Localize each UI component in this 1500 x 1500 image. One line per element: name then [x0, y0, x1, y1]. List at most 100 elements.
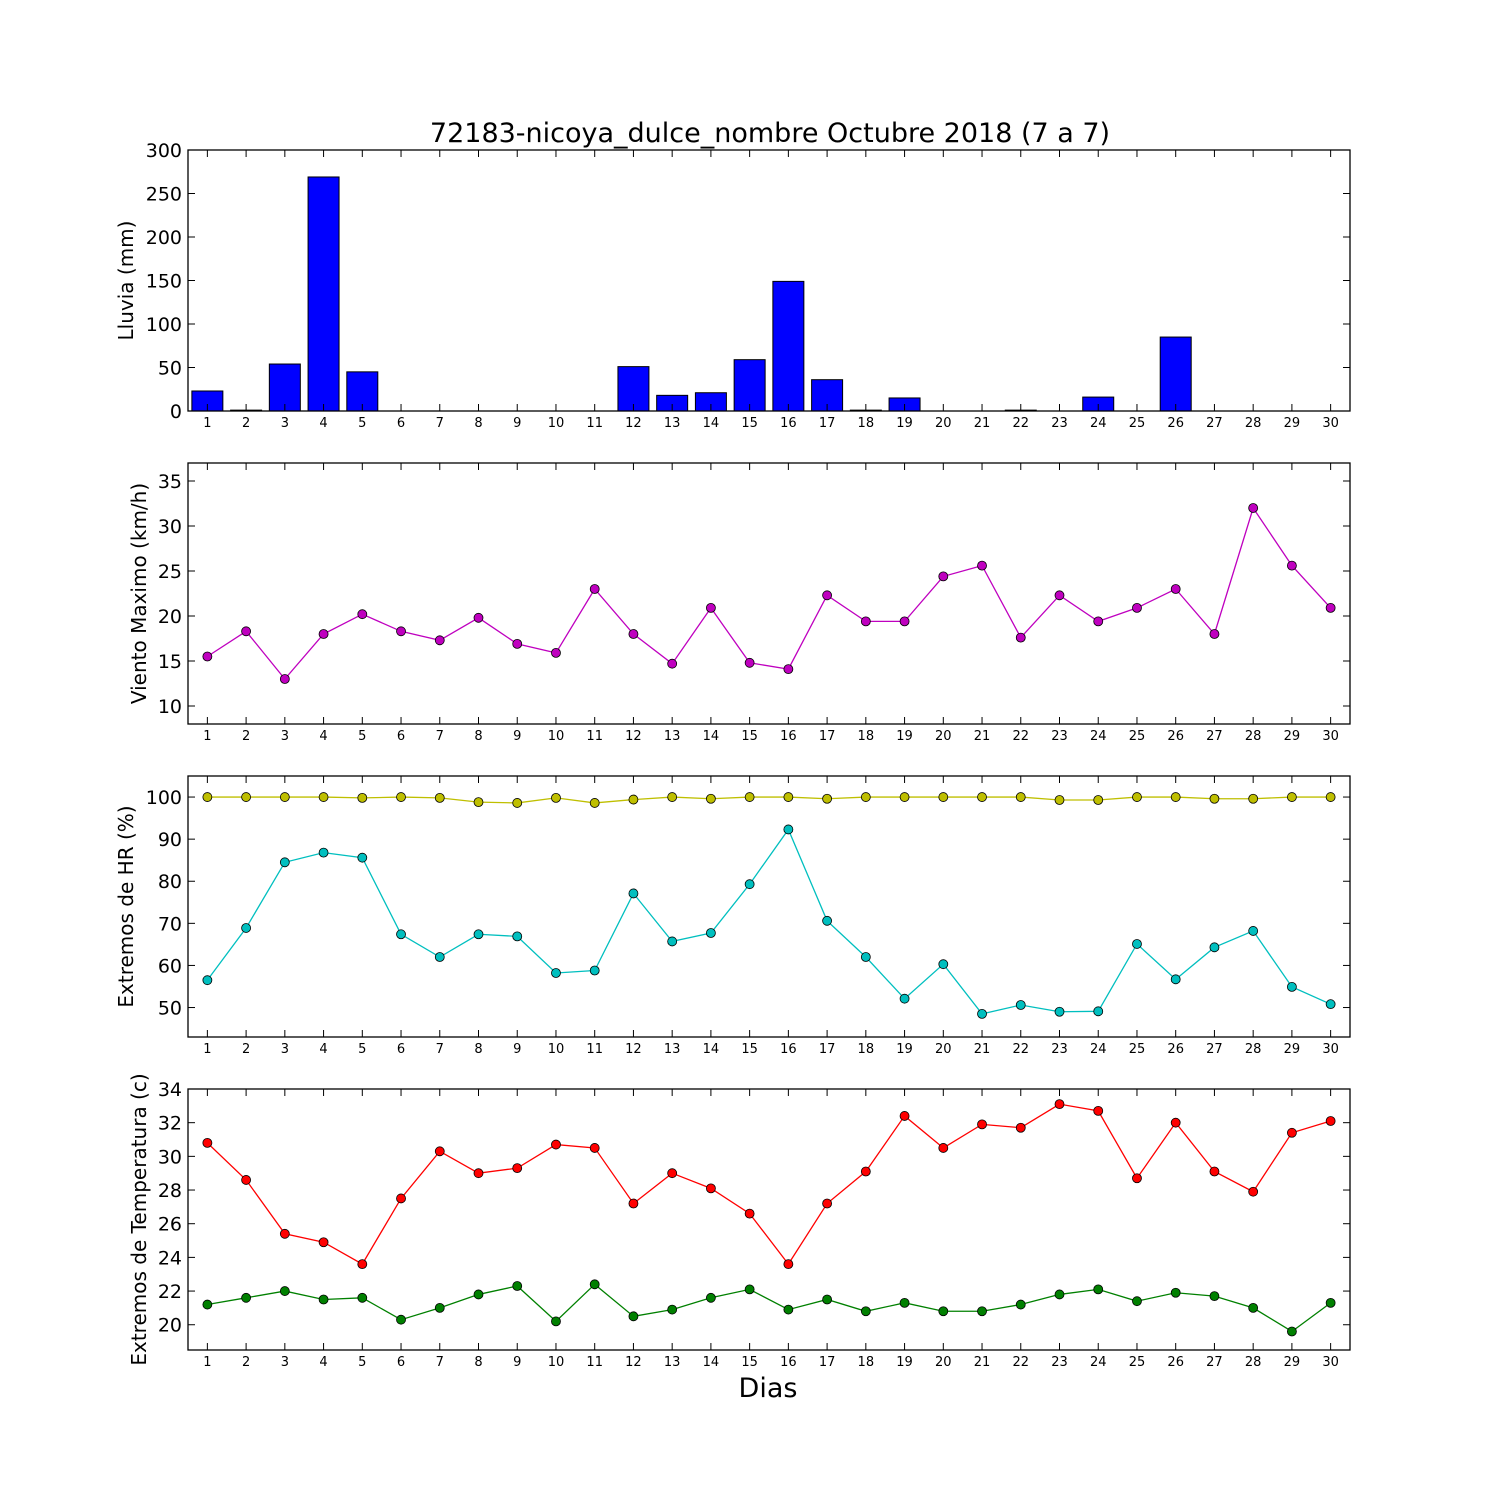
point-s1-day-4 [318, 1237, 329, 1248]
point-s2-day-21 [977, 1008, 987, 1019]
xtick-label: 16 [780, 1355, 797, 1370]
xtick-label: 21 [974, 416, 991, 431]
xtick-label: 18 [858, 729, 875, 744]
point-s2-day-29 [1287, 982, 1297, 992]
xtick-label: 5 [358, 729, 366, 744]
xtick-label: 21 [974, 1355, 991, 1370]
xtick-label: 29 [1284, 416, 1301, 431]
point-s1-day-11 [589, 798, 600, 808]
plot-area [188, 776, 1350, 1037]
series-line-1 [206, 1103, 1331, 1266]
xtick-label: 14 [703, 1355, 720, 1370]
xtick-label: 14 [703, 1042, 720, 1057]
xtick-label: 18 [858, 1042, 875, 1057]
ytick-label: 250 [146, 184, 182, 206]
point-s2-day-22 [1015, 1000, 1026, 1010]
point-s2-day-25 [1132, 1296, 1142, 1307]
ytick-label: 50 [158, 358, 182, 380]
xtick-label: 29 [1284, 729, 1301, 744]
xtick-label: 2 [242, 1355, 250, 1370]
xtick-label: 8 [474, 1355, 482, 1370]
xtick-label: 28 [1245, 1355, 1262, 1370]
point-s2-day-6 [396, 929, 406, 940]
point-s1-day-27 [1209, 1166, 1220, 1177]
xtick-label: 9 [513, 416, 521, 431]
xtick-label: 8 [474, 1042, 482, 1057]
point-s1-day-3 [279, 792, 290, 802]
point-s2-day-5 [357, 1292, 368, 1303]
xtick-label: 20 [935, 1355, 952, 1370]
point-s1-day-22 [1015, 792, 1026, 802]
point-s1-day-26 [1170, 1117, 1181, 1128]
xtick-label: 21 [974, 729, 991, 744]
point-s2-day-12 [628, 888, 639, 899]
point-s2-day-15 [744, 1284, 755, 1295]
point-s2-day-20 [938, 959, 949, 970]
xtick-label: 13 [664, 416, 681, 431]
xtick-label: 1 [203, 416, 211, 431]
point-s1-day-13 [667, 792, 678, 802]
xtick-label: 11 [586, 1042, 603, 1057]
point-s1-day-2 [241, 792, 252, 802]
xtick-label: 4 [319, 1042, 327, 1057]
ytick-label: 90 [158, 829, 182, 851]
xtick-label: 24 [1090, 416, 1107, 431]
point-s2-day-9 [512, 931, 523, 942]
point-s1-day-16 [783, 792, 794, 802]
xtick-label: 16 [780, 1042, 797, 1057]
point-s1-day-10 [551, 1139, 561, 1150]
xtick-label: 28 [1245, 1042, 1262, 1057]
ytick-label: 150 [146, 271, 182, 293]
point-s2-day-5 [357, 852, 368, 863]
xtick-label: 24 [1090, 729, 1107, 744]
series-line-1 [207, 796, 1331, 804]
xtick-label: 26 [1167, 416, 1184, 431]
point-s1-day-28 [1248, 1186, 1259, 1197]
ytick-label: 50 [158, 998, 182, 1020]
point-s1-day-25 [1132, 792, 1142, 802]
xtick-label: 13 [664, 1355, 681, 1370]
xtick-label: 20 [935, 729, 952, 744]
axes-frame [187, 775, 1351, 1038]
point-s2-day-10 [551, 968, 561, 978]
point-s1-day-23 [1054, 590, 1065, 601]
xtick-label: 18 [858, 416, 875, 431]
point-s1-day-15 [744, 792, 755, 802]
xtick-label: 13 [664, 729, 681, 744]
point-s2-day-14 [706, 928, 716, 938]
point-s1-day-20 [938, 1143, 949, 1153]
xtick-label: 28 [1245, 729, 1262, 744]
xtick-label: 13 [664, 1042, 681, 1057]
point-s2-day-6 [396, 1314, 406, 1325]
point-s2-day-23 [1054, 1006, 1065, 1017]
point-s1-day-9 [512, 639, 523, 649]
point-s2-day-14 [706, 1292, 716, 1303]
point-s1-day-21 [977, 560, 987, 571]
point-s2-day-12 [628, 1311, 639, 1322]
point-s2-day-17 [822, 1294, 832, 1305]
xtick-label: 2 [242, 1042, 250, 1057]
xtick-label: 25 [1129, 1042, 1146, 1057]
xtick-label: 19 [896, 729, 913, 744]
xtick-label: 22 [1012, 416, 1029, 431]
point-s1-day-11 [589, 584, 600, 594]
point-s2-day-30 [1325, 999, 1336, 1010]
xtick-label: 6 [397, 1355, 405, 1370]
point-s1-day-19 [899, 792, 910, 802]
point-s1-day-5 [357, 792, 368, 803]
xtick-label: 9 [513, 729, 521, 744]
point-s1-day-29 [1287, 1127, 1297, 1138]
point-s1-day-7 [434, 1146, 445, 1157]
xtick-label: 25 [1129, 416, 1146, 431]
point-s1-day-16 [783, 1259, 794, 1270]
xtick-label: 1 [203, 1355, 211, 1370]
xtick-label: 30 [1322, 1355, 1339, 1370]
xtick-label: 14 [703, 729, 720, 744]
point-s1-day-8 [473, 612, 484, 623]
xtick-label: 18 [858, 1355, 875, 1370]
point-s2-day-17 [822, 915, 832, 926]
xtick-label: 6 [397, 1042, 405, 1057]
ytick-label: 35 [158, 471, 182, 493]
xtick-label: 15 [741, 729, 758, 744]
